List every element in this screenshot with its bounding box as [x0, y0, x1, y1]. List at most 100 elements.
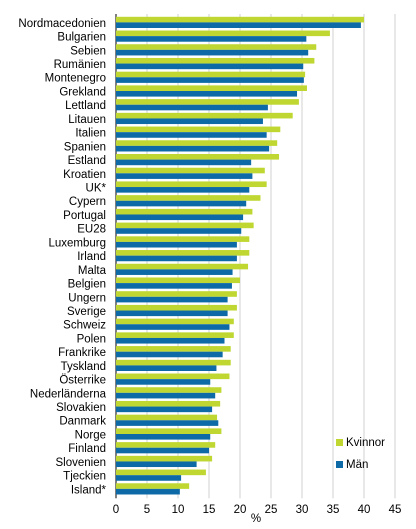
category-label: Nordmacedonien: [18, 18, 106, 30]
bar-man: [116, 255, 237, 262]
category-label: Litauen: [68, 114, 106, 126]
bar-kvinnor: [116, 140, 278, 146]
bar-man: [116, 406, 213, 413]
bar-kvinnor: [116, 250, 250, 256]
category-label: Norge: [75, 429, 106, 441]
category-label: Cypern: [69, 196, 106, 208]
bar-kvinnor: [116, 208, 253, 215]
legend-swatch-kvinnor: [336, 439, 343, 446]
bar-man: [116, 159, 252, 166]
category-label: Sverige: [67, 306, 106, 318]
bar-man: [116, 63, 304, 70]
bar-kvinnor: [116, 167, 265, 174]
bar-man: [116, 49, 309, 56]
legend: Kvinnor Män: [336, 437, 385, 471]
category-label: Grekland: [59, 86, 106, 98]
bar-man: [116, 337, 225, 344]
legend-swatch-man: [336, 461, 343, 468]
category-label: Belgien: [68, 279, 106, 291]
bar-man: [116, 22, 361, 28]
bar-man: [116, 173, 253, 179]
bar-kvinnor: [116, 99, 299, 105]
category-label: Slovenien: [55, 457, 106, 469]
bar-kvinnor: [116, 195, 261, 201]
bar-man: [116, 324, 230, 330]
category-label: Österrike: [59, 375, 106, 387]
bar-kvinnor: [116, 181, 267, 188]
bar-kvinnor: [116, 400, 221, 407]
category-label: Bulgarien: [57, 32, 106, 44]
bar-kvinnor: [116, 332, 234, 338]
bar-man: [116, 475, 182, 481]
category-label: Malta: [78, 265, 107, 277]
x-tick-label: 40: [358, 504, 371, 516]
bar-man: [116, 283, 232, 289]
bar-man: [116, 228, 242, 234]
bar-kvinnor: [116, 44, 317, 50]
bar-kvinnor: [116, 428, 222, 434]
bar-man: [116, 296, 228, 303]
category-label: Irland: [77, 251, 106, 263]
bar-man: [116, 200, 247, 207]
x-tick-label: 0: [113, 504, 119, 516]
category-label: EU28: [77, 224, 106, 236]
category-label: Sebien: [70, 45, 106, 57]
x-tick-label: 15: [203, 504, 216, 516]
x-tick-labels: 0 5 10 15 20 25 30 35 40 45: [113, 504, 402, 516]
bar-kvinnor: [116, 126, 281, 133]
bar-man: [116, 434, 211, 440]
bar-kvinnor: [116, 359, 231, 366]
bar-kvinnor: [116, 263, 249, 270]
bar-kvinnor: [116, 57, 315, 64]
x-tick-label: 10: [172, 504, 185, 516]
category-label: Polen: [77, 333, 106, 345]
bar-kvinnor: [116, 346, 231, 352]
category-label: UK*: [86, 183, 107, 195]
category-label: Finland: [68, 443, 106, 455]
category-label: Ungern: [68, 292, 106, 304]
category-label: Nederländerna: [30, 388, 107, 400]
bar-man: [116, 77, 304, 83]
x-tick-label: 20: [234, 504, 247, 516]
bar-kvinnor: [116, 483, 190, 489]
bar-kvinnor: [116, 387, 222, 393]
category-label: Island*: [71, 484, 107, 496]
x-tick-label: 5: [144, 504, 150, 516]
x-tick-label: 35: [327, 504, 340, 516]
bar-kvinnor: [116, 414, 218, 421]
x-tick-label: 30: [296, 504, 309, 516]
category-label: Luxemburg: [48, 237, 106, 249]
bar-man: [116, 145, 270, 152]
category-label: Portugal: [63, 210, 106, 222]
legend-label-man: Män: [346, 459, 368, 471]
bar-kvinnor: [116, 469, 206, 476]
bar-kvinnor: [116, 16, 364, 23]
category-label: Montenegro: [45, 73, 106, 85]
bar-man: [116, 392, 216, 399]
category-label: Estland: [68, 155, 106, 167]
bar-man: [116, 187, 250, 193]
bar-man: [116, 241, 237, 248]
category-label: Kroatien: [63, 169, 106, 181]
bar-man: [116, 132, 267, 138]
bar-man: [116, 461, 197, 468]
x-tick-label: 25: [265, 504, 278, 516]
x-axis-label: %: [251, 513, 261, 525]
bar-kvinnor: [116, 71, 306, 78]
bar-man: [116, 351, 223, 358]
bar-kvinnor: [116, 277, 240, 284]
bar-man: [116, 488, 180, 495]
bar-kvinnor: [116, 30, 330, 37]
category-label: Schweiz: [63, 320, 106, 332]
bar-kvinnor: [116, 373, 230, 380]
bar-man: [116, 420, 219, 426]
bar-man: [116, 91, 298, 97]
category-label: Rumänien: [54, 59, 106, 71]
bar-man: [116, 379, 211, 385]
bar-kvinnor: [116, 112, 293, 119]
category-label: Tjeckien: [63, 471, 106, 483]
x-tick-label: 45: [389, 504, 402, 516]
category-label: Danmark: [59, 416, 106, 428]
